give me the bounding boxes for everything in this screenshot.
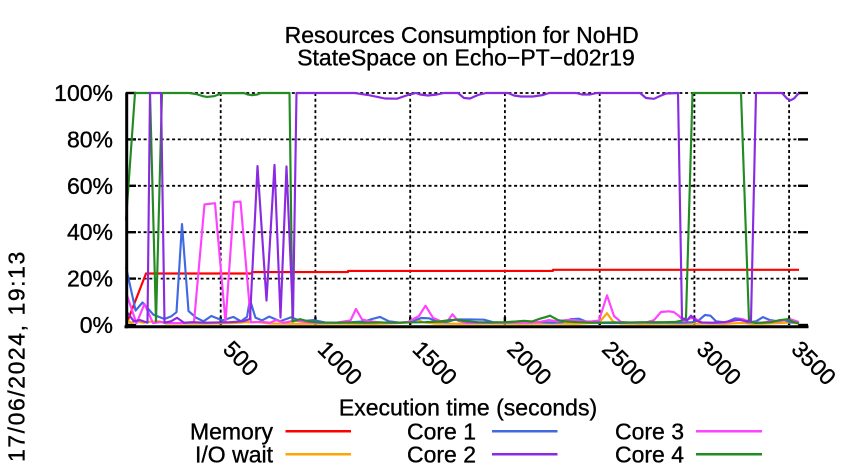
svg-text:Memory: Memory — [190, 418, 274, 444]
svg-text:100%: 100% — [54, 80, 113, 106]
svg-text:60%: 60% — [67, 173, 113, 199]
svg-text:17/06/2024, 19:13: 17/06/2024, 19:13 — [4, 250, 30, 462]
svg-text:Core 3: Core 3 — [615, 418, 684, 444]
svg-text:Core 2: Core 2 — [407, 441, 476, 467]
svg-text:StateSpace on Echo−PT−d02r19: StateSpace on Echo−PT−d02r19 — [297, 45, 635, 71]
svg-text:40%: 40% — [67, 219, 113, 245]
svg-text:Resources Consumption for NoHD: Resources Consumption for NoHD — [285, 22, 639, 48]
svg-text:I/O wait: I/O wait — [195, 441, 274, 467]
svg-text:20%: 20% — [67, 266, 113, 292]
svg-text:80%: 80% — [67, 126, 113, 152]
svg-text:0%: 0% — [80, 312, 113, 338]
svg-text:Core 4: Core 4 — [615, 441, 684, 467]
svg-text:Core 1: Core 1 — [407, 418, 476, 444]
svg-text:Execution time (seconds): Execution time (seconds) — [339, 395, 597, 421]
